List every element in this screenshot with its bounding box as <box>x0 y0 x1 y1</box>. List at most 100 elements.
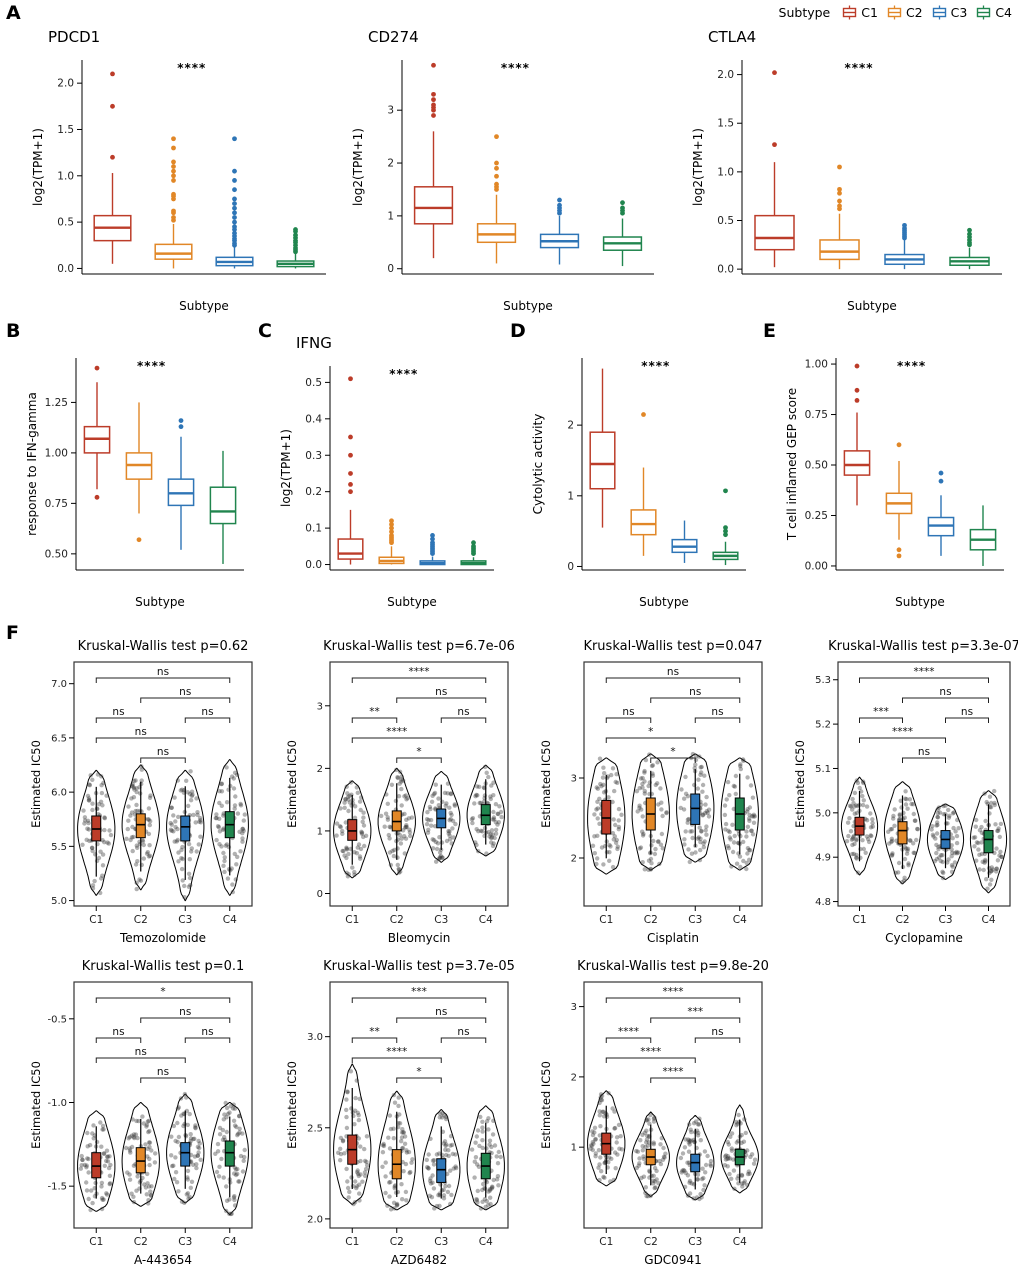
svg-text:0.3: 0.3 <box>305 450 322 462</box>
svg-text:3: 3 <box>387 105 394 117</box>
svg-text:3: 3 <box>317 701 323 712</box>
svg-text:Subtype: Subtype <box>639 595 689 609</box>
svg-text:1.5: 1.5 <box>717 118 734 130</box>
svg-text:C1: C1 <box>852 914 866 926</box>
svg-text:ns: ns <box>179 686 191 698</box>
svg-text:3: 3 <box>571 774 577 785</box>
svg-text:-0.5: -0.5 <box>47 1014 67 1025</box>
svg-text:C1: C1 <box>89 914 103 926</box>
svg-text:0.75: 0.75 <box>805 409 828 421</box>
svg-text:Subtype: Subtype <box>387 595 437 609</box>
svg-text:C1: C1 <box>345 1236 359 1248</box>
svg-text:ns: ns <box>112 1026 124 1038</box>
svg-text:1.0: 1.0 <box>57 170 74 182</box>
svg-text:ns: ns <box>435 686 447 698</box>
panel-label-b: B <box>6 320 21 342</box>
svg-text:****: **** <box>897 359 926 373</box>
svg-text:C2: C2 <box>644 914 658 926</box>
svg-text:2.0: 2.0 <box>307 1214 323 1225</box>
svg-text:0: 0 <box>387 263 394 275</box>
svg-text:A-443654: A-443654 <box>134 1253 192 1267</box>
svg-text:1.00: 1.00 <box>805 359 828 371</box>
svg-text:**: ** <box>369 1026 380 1038</box>
svg-text:log2(TPM+1): log2(TPM+1) <box>31 128 45 206</box>
svg-text:response to IFN-gamma: response to IFN-gamma <box>25 392 39 536</box>
svg-text:log2(TPM+1): log2(TPM+1) <box>691 128 705 206</box>
svg-text:2: 2 <box>387 158 394 170</box>
svg-text:0.1: 0.1 <box>305 523 322 535</box>
svg-text:0: 0 <box>317 889 323 900</box>
svg-text:C4: C4 <box>479 914 493 926</box>
svg-text:C3: C3 <box>938 914 952 926</box>
panel-label-c: C <box>258 320 272 342</box>
svg-text:5.0: 5.0 <box>815 808 831 819</box>
svg-text:C1: C1 <box>599 1236 613 1248</box>
svg-text:ns: ns <box>157 666 169 678</box>
svg-text:Kruskal-Wallis test p=3.7e-05: Kruskal-Wallis test p=3.7e-05 <box>323 959 515 974</box>
svg-text:*: * <box>416 1066 421 1078</box>
svg-text:*: * <box>648 726 653 738</box>
svg-text:***: *** <box>873 706 889 718</box>
panel-label-d: D <box>510 320 526 342</box>
legend-title: Subtype <box>778 5 831 20</box>
svg-text:ns: ns <box>179 1006 191 1018</box>
svg-text:ns: ns <box>622 706 634 718</box>
svg-text:ns: ns <box>711 706 723 718</box>
boxplot-ifng: 0.0 0.1 0.2 0.3 0.4 0.5 **** IFNG Subtype log2(TP… <box>276 332 504 614</box>
svg-text:0.50: 0.50 <box>805 460 828 472</box>
svg-text:CTLA4: CTLA4 <box>708 28 756 46</box>
svg-text:****: **** <box>914 666 935 678</box>
svg-text:1: 1 <box>567 490 574 502</box>
svg-text:C1: C1 <box>599 914 613 926</box>
svg-text:1: 1 <box>387 210 394 222</box>
svg-text:ns: ns <box>961 706 973 718</box>
svg-text:0.5: 0.5 <box>305 377 322 389</box>
svg-text:C4: C4 <box>981 914 995 926</box>
svg-text:4.9: 4.9 <box>815 853 831 864</box>
svg-text:C1: C1 <box>89 1236 103 1248</box>
svg-text:****: **** <box>386 726 407 738</box>
svg-text:****: **** <box>663 986 684 998</box>
svg-text:ns: ns <box>135 726 147 738</box>
svg-text:C3: C3 <box>434 1236 448 1248</box>
svg-text:****: **** <box>177 61 206 75</box>
boxplot-key-icon <box>887 5 902 20</box>
svg-text:Bleomycin: Bleomycin <box>388 931 451 945</box>
svg-text:C1: C1 <box>345 914 359 926</box>
svg-text:ns: ns <box>667 666 679 678</box>
svg-text:C3: C3 <box>178 914 192 926</box>
svg-text:2.5: 2.5 <box>307 1123 323 1134</box>
legend-item-label: C1 <box>861 5 878 20</box>
svg-text:5.5: 5.5 <box>51 842 67 853</box>
svg-text:Subtype: Subtype <box>847 299 897 313</box>
violin-cyclopamine: Kruskal-Wallis test p=3.3e-07 4.8 4.9 5.0 5.… <box>792 636 1020 950</box>
svg-text:ns: ns <box>689 686 701 698</box>
svg-text:****: **** <box>389 367 418 381</box>
svg-text:Kruskal-Wallis test p=0.047: Kruskal-Wallis test p=0.047 <box>583 639 762 654</box>
svg-text:ns: ns <box>201 1026 213 1038</box>
svg-text:0.00: 0.00 <box>805 560 828 572</box>
svg-text:PDCD1: PDCD1 <box>48 28 100 46</box>
svg-text:log2(TPM+1): log2(TPM+1) <box>279 429 293 507</box>
svg-text:C2: C2 <box>134 914 148 926</box>
violin-a443654: Kruskal-Wallis test p=0.1 -0.5 -1.0 -1.5 ns n… <box>28 956 260 1272</box>
boxplot-ctla4: 0.0 0.5 1.0 1.5 2.0 **** CTLA4 Subtype log2(TPM+… <box>688 26 1012 318</box>
svg-text:Kruskal-Wallis test p=6.7e-06: Kruskal-Wallis test p=6.7e-06 <box>323 639 515 654</box>
svg-text:*: * <box>670 746 675 758</box>
violin-gdc0941: Kruskal-Wallis test p=9.8e-20 1 2 3 **** ****… <box>538 956 770 1272</box>
svg-text:5.1: 5.1 <box>815 764 831 775</box>
svg-text:Estimated IC50: Estimated IC50 <box>793 740 807 828</box>
svg-text:5.3: 5.3 <box>815 675 831 686</box>
legend-item-c3: C3 <box>932 5 967 20</box>
svg-text:*: * <box>416 746 421 758</box>
svg-text:2: 2 <box>317 764 323 775</box>
svg-text:IFNG: IFNG <box>296 334 332 352</box>
svg-text:Cytolytic activity: Cytolytic activity <box>531 414 545 515</box>
svg-text:****: **** <box>663 1066 684 1078</box>
svg-text:Cyclopamine: Cyclopamine <box>885 931 963 945</box>
panel-label-e: E <box>763 320 776 342</box>
svg-text:C2: C2 <box>644 1236 658 1248</box>
svg-text:6.5: 6.5 <box>51 733 67 744</box>
boxplot-key-icon <box>843 5 857 20</box>
svg-text:C3: C3 <box>688 1236 702 1248</box>
